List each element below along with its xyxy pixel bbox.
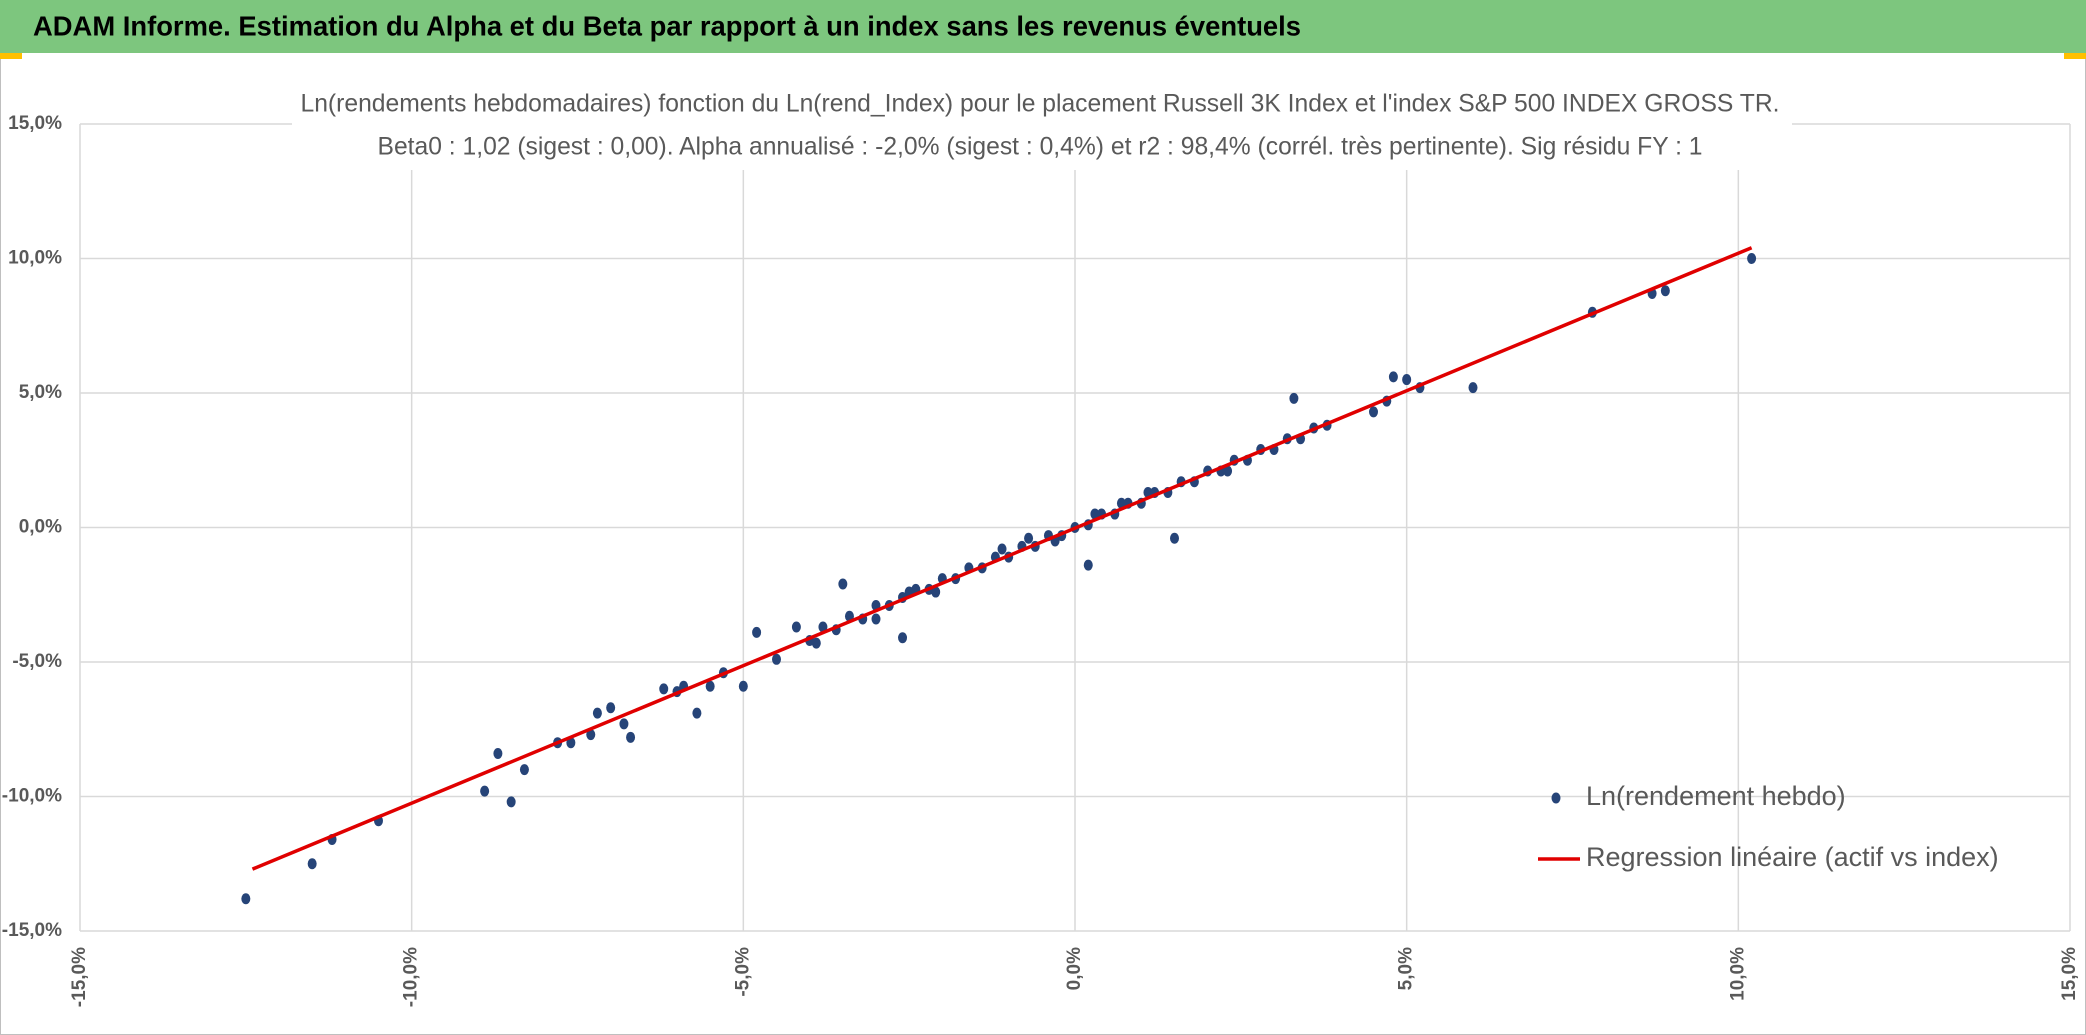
y-tick-label: 10,0% [8, 248, 62, 269]
y-tick-label: -15,0% [2, 920, 62, 941]
scatter-point [1223, 465, 1233, 477]
x-tick-label: 10,0% [1727, 947, 1748, 1001]
x-tick-label: 5,0% [1396, 947, 1417, 990]
page-title: ADAM Informe. Estimation du Alpha et du … [33, 10, 1301, 41]
scatter-point [997, 543, 1007, 555]
corner-mark [0, 53, 22, 59]
y-tick-label: 5,0% [19, 382, 62, 403]
scatter-point [241, 893, 251, 905]
scatter-point [1083, 559, 1093, 571]
scatter-point [871, 613, 881, 625]
scatter-point [1024, 532, 1034, 544]
scatter-point [838, 578, 848, 590]
legend-marker [1551, 792, 1561, 804]
subtitle-background [292, 86, 1792, 170]
scatter-point [818, 621, 828, 633]
scatter-point [1388, 371, 1398, 383]
scatter-point [1289, 392, 1299, 404]
y-tick-label: 0,0% [19, 517, 62, 538]
plot [241, 246, 1757, 905]
scatter-point [931, 586, 941, 598]
scatter-point [772, 653, 781, 665]
x-tick-label: -5,0% [732, 947, 753, 997]
scatter-point [791, 621, 801, 633]
x-tick-label: -10,0% [401, 947, 422, 1007]
scatter-point [586, 729, 596, 741]
scatter-point [1369, 406, 1378, 418]
scatter-point [1747, 253, 1757, 264]
scatter-point [307, 858, 317, 870]
scatter-point [493, 747, 503, 759]
scatter-point [898, 632, 908, 644]
scatter-point [659, 683, 669, 695]
scatter-point [506, 796, 516, 808]
chart-subtitle: Beta0 : 1,02 (sigest : 0,00). Alpha annu… [378, 133, 1703, 161]
corner-mark [2064, 53, 2086, 59]
legend: Ln(rendement hebdo) Regression linéaire (… [1538, 781, 1999, 872]
scatter-point [1402, 374, 1412, 386]
scatter-point [626, 731, 636, 743]
x-tick-label: -15,0% [69, 947, 90, 1007]
y-tick-label: -10,0% [2, 786, 62, 807]
legend-label: Ln(rendement hebdo) [1586, 781, 1846, 811]
scatter-point [692, 707, 702, 719]
scatter-point [1660, 285, 1670, 297]
y-tick-label: -5,0% [12, 651, 62, 672]
legend-label: Regression linéaire (actif vs index) [1586, 842, 1999, 872]
header-bar [0, 0, 2086, 53]
scatter-point [705, 680, 715, 692]
scatter-point [1170, 532, 1179, 544]
x-tick-label: 0,0% [1064, 947, 1085, 990]
y-tick-label: 15,0% [8, 113, 62, 134]
scatter-point [1468, 382, 1478, 394]
scatter-point [738, 680, 748, 692]
scatter-point [619, 718, 629, 730]
scatter-point [519, 764, 529, 776]
x-tick-label: 15,0% [2059, 947, 2080, 1001]
scatter-point [480, 785, 490, 797]
chart-subtitle: Ln(rendements hebdomadaires) fonction du… [301, 90, 1780, 118]
regression-line [251, 246, 1753, 871]
scatter-point [752, 626, 762, 638]
scatter-point [1116, 497, 1126, 509]
scatter-point [606, 702, 616, 714]
scatter-point [592, 707, 602, 719]
scatter-point [1090, 508, 1100, 520]
